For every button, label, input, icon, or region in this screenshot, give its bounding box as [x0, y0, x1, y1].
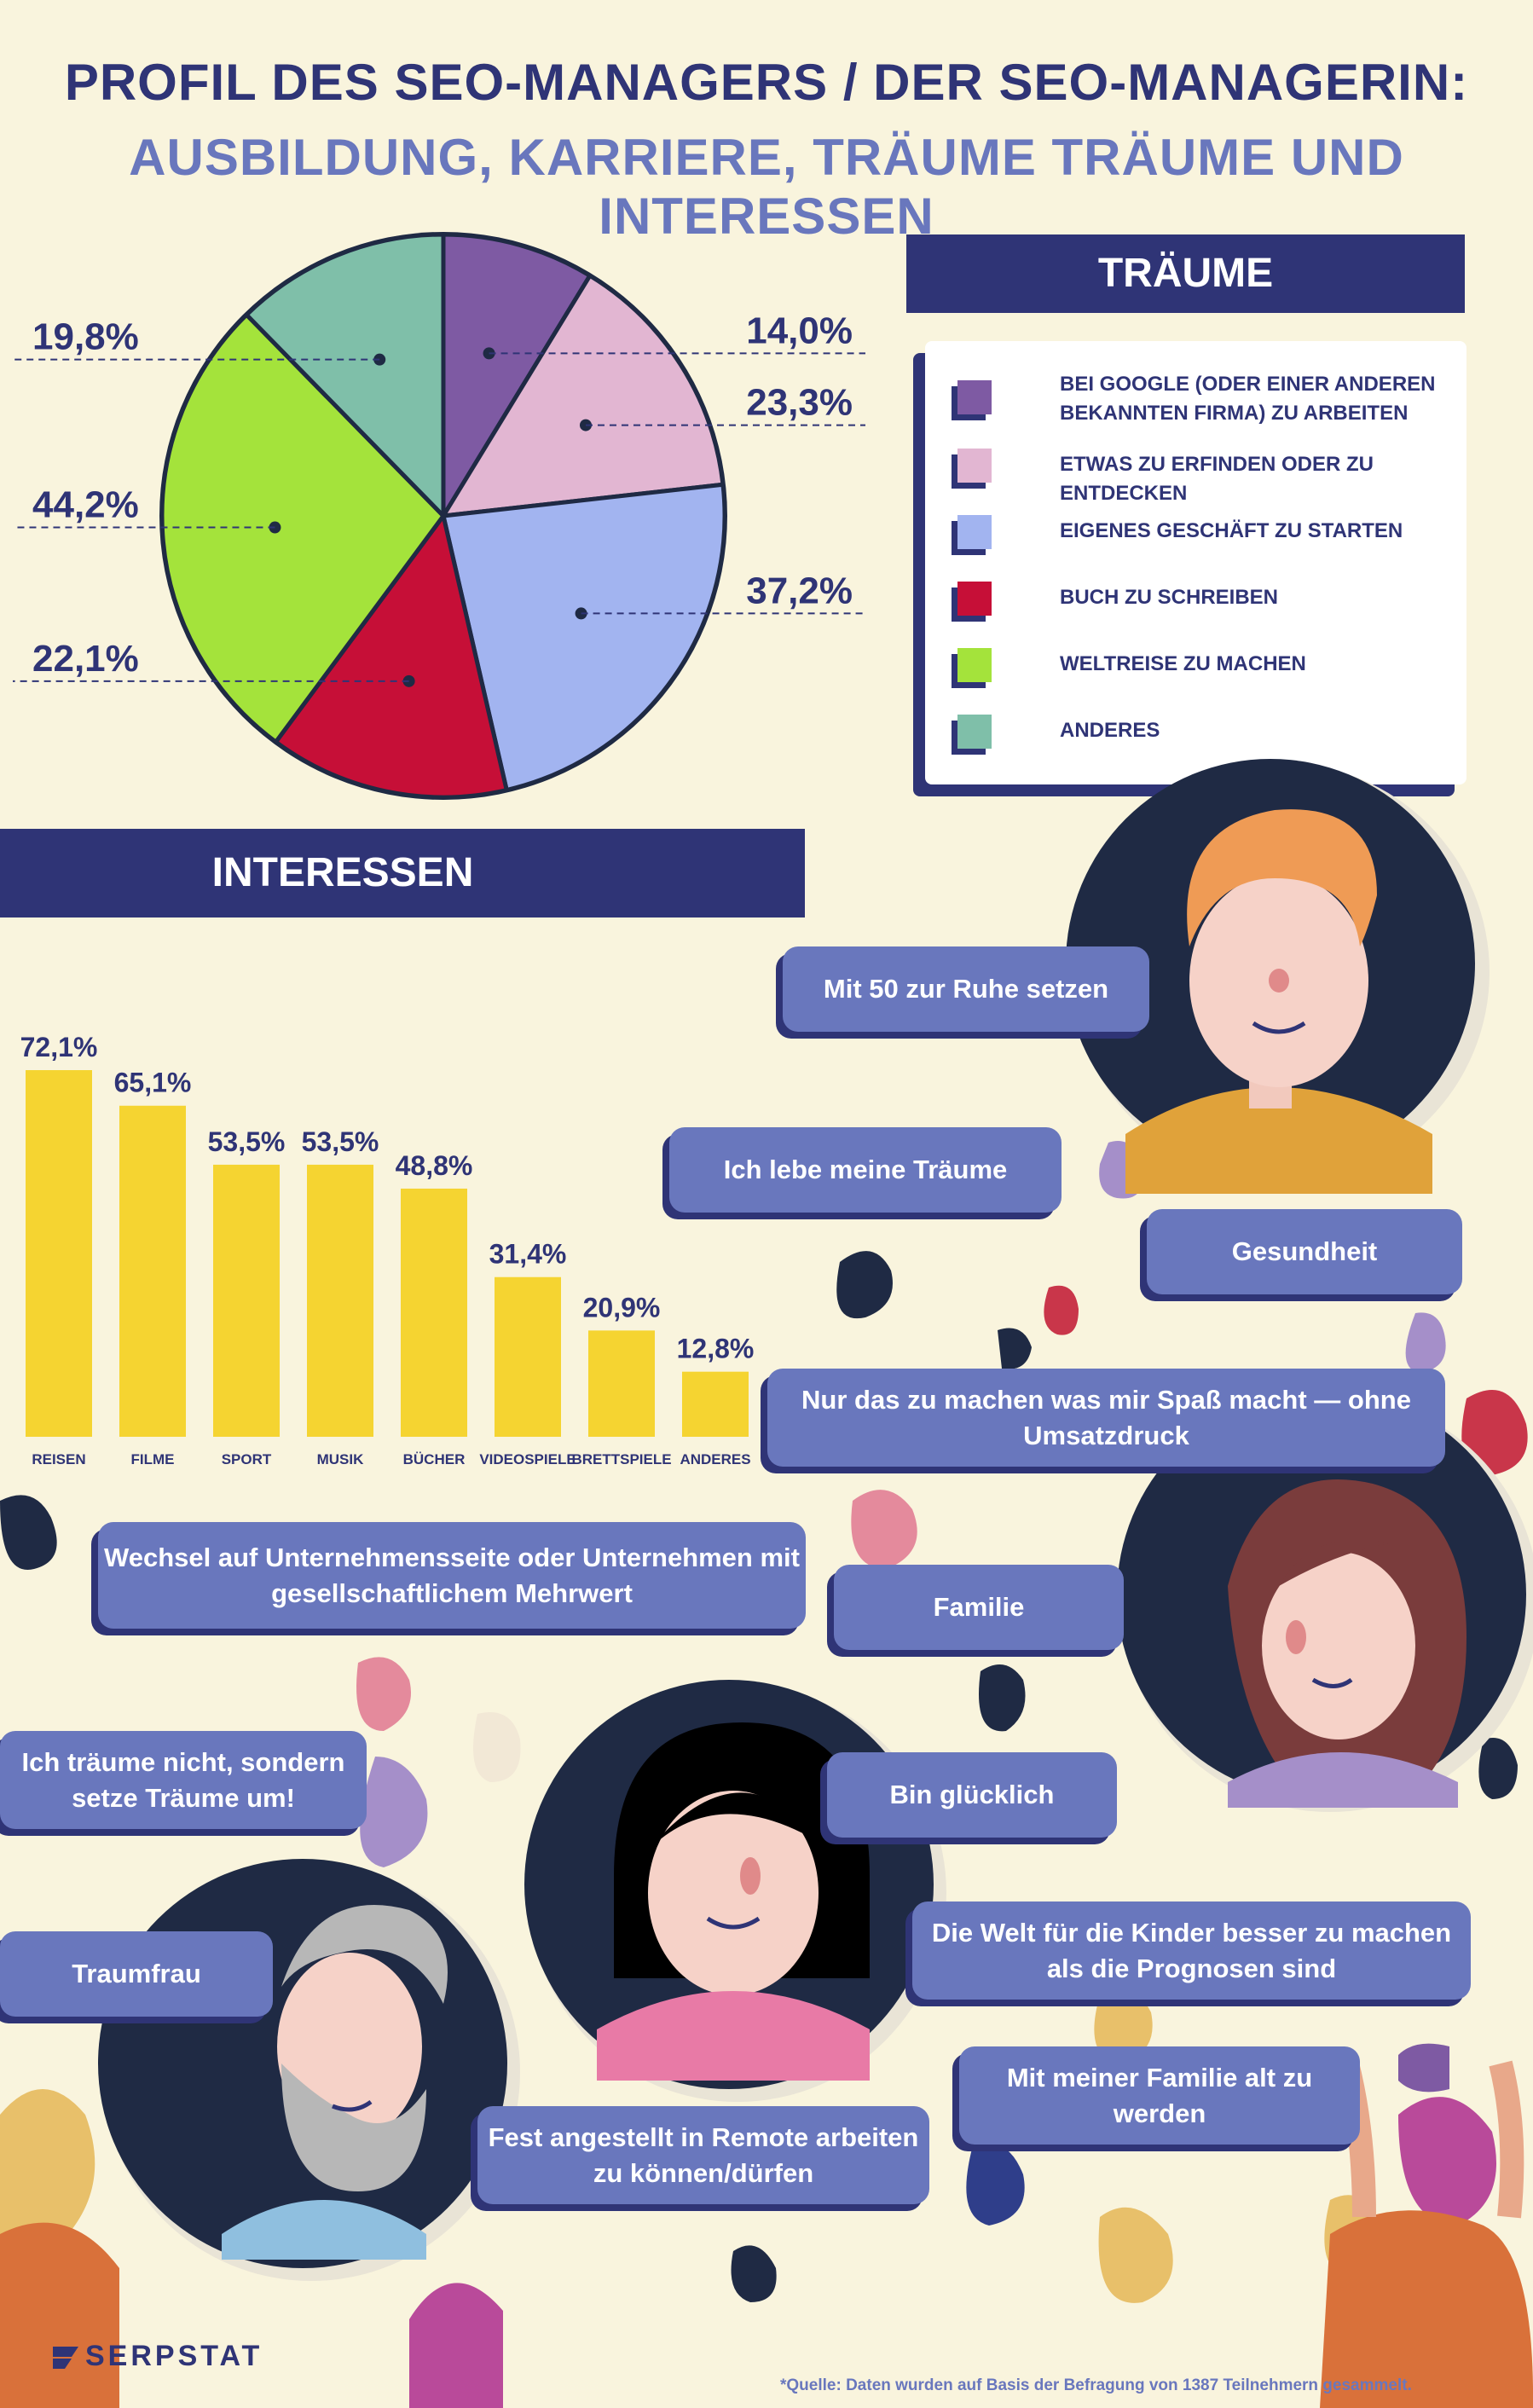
bar-value-label-4: 48,8%	[396, 1150, 473, 1181]
bar-chart: 72,1% REISEN 65,1% FILME 53,5% SPORT 53,5% MUSI…	[20, 1032, 755, 1467]
bar-category-label-7: ANDERES	[680, 1451, 750, 1467]
legend-swatch-weltreise	[952, 648, 992, 688]
bar-5	[495, 1276, 561, 1437]
bar-7	[682, 1371, 749, 1437]
bar-value-label-5: 31,4%	[489, 1239, 567, 1270]
quote-bubble-2: Ich lebe meine Träume	[669, 1127, 1062, 1213]
legend-label-buch: BUCH ZU SCHREIBEN	[1060, 586, 1279, 609]
bar-2	[213, 1164, 280, 1437]
bar-category-label-3: MUSIK	[317, 1451, 365, 1467]
bar-value-label-6: 20,9%	[583, 1292, 661, 1323]
bar-0	[26, 1070, 92, 1437]
quote-bubble-3: Gesundheit	[1147, 1209, 1462, 1294]
brand-name: SERPSTAT	[85, 2340, 263, 2372]
pie-slice-3	[273, 511, 510, 800]
portrait-woman-blackhair	[524, 1680, 946, 2102]
bar-value-label-0: 72,1%	[20, 1032, 98, 1062]
pie-slice-4	[159, 311, 447, 745]
legend-label-geschaeft: EIGENES GESCHÄFT ZU STARTEN	[1060, 519, 1403, 542]
pie-value-label-1: 23,3%	[746, 382, 853, 424]
legend-swatch-geschaeft	[952, 515, 992, 555]
pie-value-label-5: 19,8%	[32, 316, 139, 358]
portrait-man-redhair	[1066, 759, 1490, 1194]
pie-legend: BEI GOOGLE (ODER EINER ANDEREN BEKANNTEN…	[925, 341, 1466, 784]
quote-bubble-5: Wechsel auf Unternehmensseite oder Unter…	[98, 1522, 806, 1629]
title-line-2: AUSBILDUNG, KARRIERE, TRÄUME TRÄUME UND …	[129, 129, 1404, 245]
quote-bubble-12: Fest angestellt in Remote arbeiten zu kö…	[477, 2106, 929, 2204]
bar-3	[307, 1164, 373, 1437]
bar-6	[588, 1330, 655, 1437]
legend-swatch-erfinden	[952, 449, 992, 489]
legend-swatch-google	[952, 380, 992, 420]
pie-value-label-2: 37,2%	[746, 570, 853, 611]
quote-bubble-6: Familie	[834, 1565, 1124, 1650]
bar-category-label-1: FILME	[131, 1451, 175, 1467]
pie-slice-1	[439, 272, 726, 519]
legend-label-google: BEI GOOGLE (ODER EINER ANDEREN BEKANNTEN…	[1060, 373, 1436, 425]
legend-label-erfinden: ETWAS ZU ERFINDEN ODER ZU ENTDECKEN	[1060, 453, 1374, 505]
traeume-heading: TRÄUME	[906, 234, 1465, 313]
pie-value-label-4: 44,2%	[32, 484, 139, 526]
legend-swatch-buch	[952, 582, 992, 622]
serpstat-logo-icon	[53, 2347, 78, 2369]
bar-value-label-2: 53,5%	[208, 1126, 286, 1157]
quote-bubble-8: Bin glücklich	[827, 1752, 1117, 1838]
pie-value-label-3: 22,1%	[32, 638, 139, 680]
quote-bubble-7: Ich träume nicht, sondern setze Träume u…	[0, 1731, 367, 1829]
bar-1	[119, 1105, 186, 1437]
quote-bubble-9: Die Welt für die Kinder besser zu machen…	[912, 1902, 1471, 2000]
pie-slice-5	[243, 232, 446, 522]
source-note: *Quelle: Daten wurden auf Basis der Befr…	[780, 2376, 1412, 2394]
legend-label-weltreise: WELTREISE ZU MACHEN	[1060, 652, 1306, 675]
bar-category-label-4: BÜCHER	[403, 1451, 466, 1467]
bar-category-label-0: REISEN	[32, 1451, 85, 1467]
quote-bubble-10: Traumfrau	[0, 1931, 273, 2017]
quote-bubble-1: Mit 50 zur Ruhe setzen	[783, 946, 1149, 1032]
portrait-old-man	[98, 1859, 520, 2281]
quote-bubble-11: Mit meiner Familie alt zu werden	[959, 2046, 1360, 2145]
bar-value-label-7: 12,8%	[677, 1334, 755, 1364]
pie-slice-0	[441, 232, 593, 524]
portrait-woman-brownhair	[1117, 1390, 1533, 1812]
legend-swatch-anderes	[952, 715, 992, 755]
bar-category-label-5: VIDEOSPIELE	[479, 1451, 576, 1467]
quote-bubble-4: Nur das zu machen was mir Spaß macht — o…	[767, 1369, 1445, 1467]
pie-slice-2	[440, 482, 727, 793]
bar-4	[401, 1188, 467, 1437]
interessen-heading: INTERESSEN	[0, 829, 805, 917]
interessen-heading-text: INTERESSEN	[211, 850, 474, 895]
title-line-1: PROFIL DES SEO-MANAGERS / DER SEO-MANAGE…	[64, 54, 1469, 111]
bar-value-label-3: 53,5%	[302, 1126, 379, 1157]
legend-label-anderes: ANDERES	[1060, 719, 1160, 742]
bar-value-label-1: 65,1%	[114, 1068, 192, 1098]
bar-category-label-2: SPORT	[222, 1451, 272, 1467]
pie-chart: 14,0% 23,3% 37,2% 22,1% 44,2% 19,8%	[13, 232, 865, 800]
pie-value-label-0: 14,0%	[746, 310, 853, 351]
bar-category-label-6: BRETTSPIELE	[571, 1451, 671, 1467]
